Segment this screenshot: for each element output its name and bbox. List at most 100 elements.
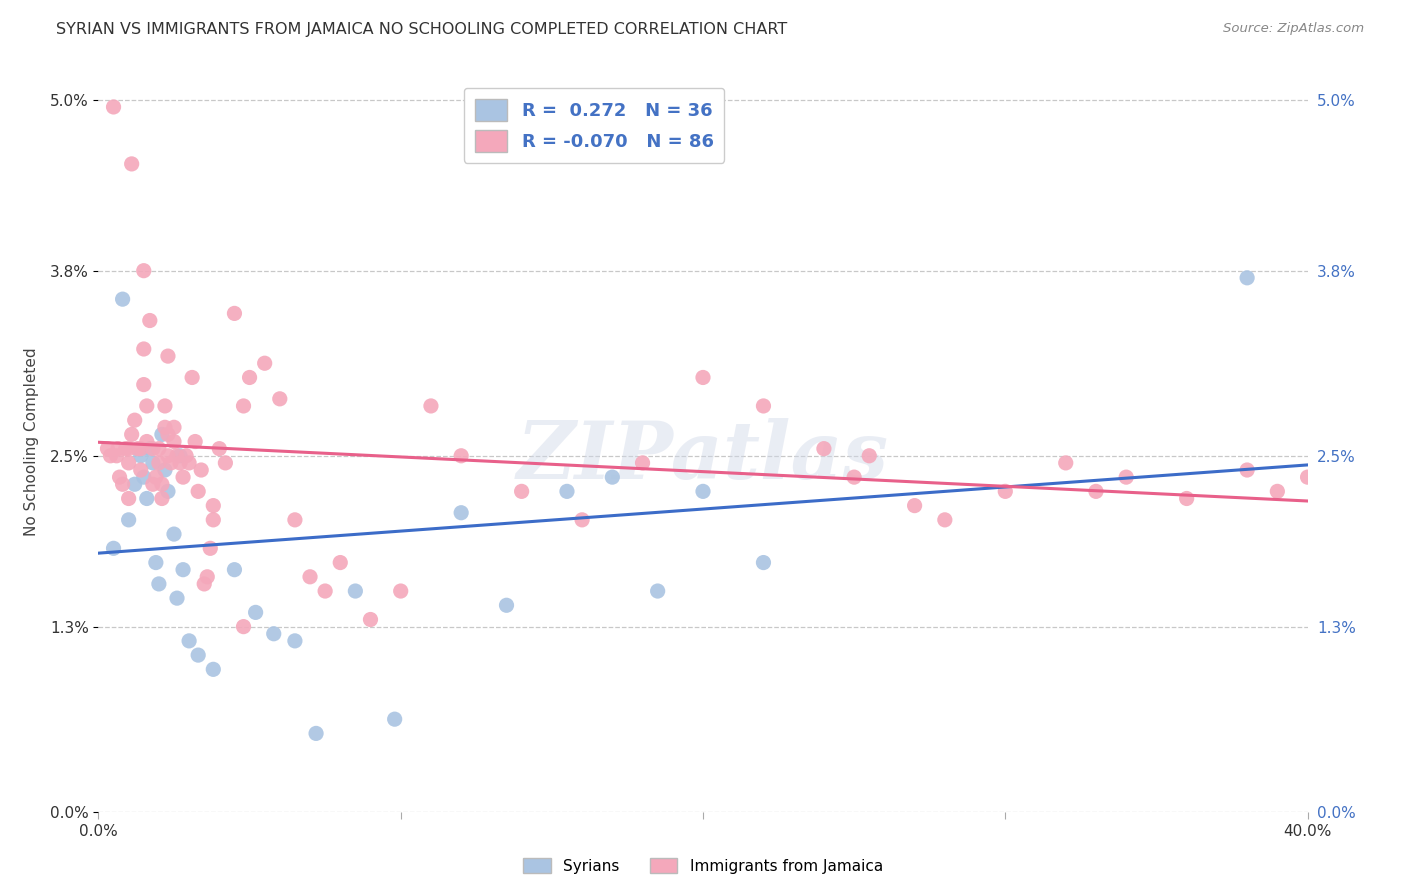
Point xyxy=(118,442,141,456)
Point xyxy=(135,491,157,506)
Point xyxy=(124,413,146,427)
Point xyxy=(200,541,222,556)
Point xyxy=(1175,491,1198,506)
Legend: R =  0.272   N = 36, R = -0.070   N = 86: R = 0.272 N = 36, R = -0.070 N = 86 xyxy=(464,87,724,162)
Point xyxy=(263,626,285,640)
Point xyxy=(269,392,291,406)
Point xyxy=(153,420,176,434)
Text: ZIPatlas: ZIPatlas xyxy=(517,417,889,495)
Point xyxy=(145,556,167,570)
Point xyxy=(187,648,209,662)
Point xyxy=(169,456,191,470)
Point xyxy=(858,449,880,463)
Point xyxy=(156,427,179,442)
Point xyxy=(132,470,155,484)
Point xyxy=(1267,484,1289,499)
Point xyxy=(139,442,162,456)
Point xyxy=(224,563,246,577)
Point xyxy=(118,456,141,470)
Point xyxy=(202,662,225,676)
Point xyxy=(105,449,128,463)
Point xyxy=(100,449,122,463)
Point xyxy=(121,427,143,442)
Point xyxy=(96,442,118,456)
Point xyxy=(208,442,231,456)
Point xyxy=(150,491,173,506)
Point xyxy=(103,100,125,114)
Point xyxy=(153,399,176,413)
Point xyxy=(602,470,624,484)
Point xyxy=(163,420,186,434)
Point xyxy=(118,513,141,527)
Point xyxy=(384,712,406,726)
Point xyxy=(184,434,207,449)
Point xyxy=(142,456,165,470)
Point xyxy=(510,484,533,499)
Point xyxy=(813,442,835,456)
Point xyxy=(129,449,152,463)
Point xyxy=(253,356,276,370)
Point xyxy=(181,370,204,384)
Point xyxy=(118,491,141,506)
Point xyxy=(132,342,155,356)
Point xyxy=(631,456,654,470)
Point xyxy=(132,377,155,392)
Point xyxy=(904,499,927,513)
Point xyxy=(214,456,236,470)
Point xyxy=(156,484,179,499)
Point xyxy=(389,584,412,599)
Point xyxy=(179,633,201,648)
Point xyxy=(121,157,143,171)
Point xyxy=(150,427,173,442)
Point xyxy=(1054,456,1077,470)
Point xyxy=(124,477,146,491)
Point xyxy=(166,449,188,463)
Point xyxy=(108,470,131,484)
Point xyxy=(692,370,714,384)
Point xyxy=(495,599,517,613)
Point xyxy=(245,606,267,620)
Point xyxy=(202,513,225,527)
Point xyxy=(163,527,186,541)
Point xyxy=(360,613,382,627)
Point xyxy=(1236,270,1258,285)
Point xyxy=(450,506,472,520)
Point xyxy=(1236,463,1258,477)
Point xyxy=(329,556,352,570)
Point xyxy=(160,456,183,470)
Point xyxy=(145,470,167,484)
Point xyxy=(142,442,165,456)
Text: Source: ZipAtlas.com: Source: ZipAtlas.com xyxy=(1223,22,1364,36)
Point xyxy=(172,470,194,484)
Point xyxy=(190,463,212,477)
Point xyxy=(202,499,225,513)
Point xyxy=(195,570,218,584)
Text: SYRIAN VS IMMIGRANTS FROM JAMAICA NO SCHOOLING COMPLETED CORRELATION CHART: SYRIAN VS IMMIGRANTS FROM JAMAICA NO SCH… xyxy=(56,22,787,37)
Point xyxy=(284,513,307,527)
Point xyxy=(752,556,775,570)
Point xyxy=(163,434,186,449)
Point xyxy=(193,577,215,591)
Point xyxy=(107,442,129,456)
Point xyxy=(844,470,866,484)
Point xyxy=(111,477,134,491)
Point xyxy=(172,563,194,577)
Point xyxy=(103,541,125,556)
Point xyxy=(934,513,956,527)
Point xyxy=(179,456,201,470)
Point xyxy=(232,399,254,413)
Point xyxy=(284,633,307,648)
Point xyxy=(166,591,188,606)
Point xyxy=(150,477,173,491)
Point xyxy=(169,449,191,463)
Point xyxy=(420,399,443,413)
Point xyxy=(129,442,152,456)
Point xyxy=(1296,470,1319,484)
Point xyxy=(232,619,254,633)
Point xyxy=(299,570,322,584)
Point xyxy=(148,442,170,456)
Point xyxy=(239,370,262,384)
Point xyxy=(142,477,165,491)
Point xyxy=(450,449,472,463)
Point xyxy=(127,442,149,456)
